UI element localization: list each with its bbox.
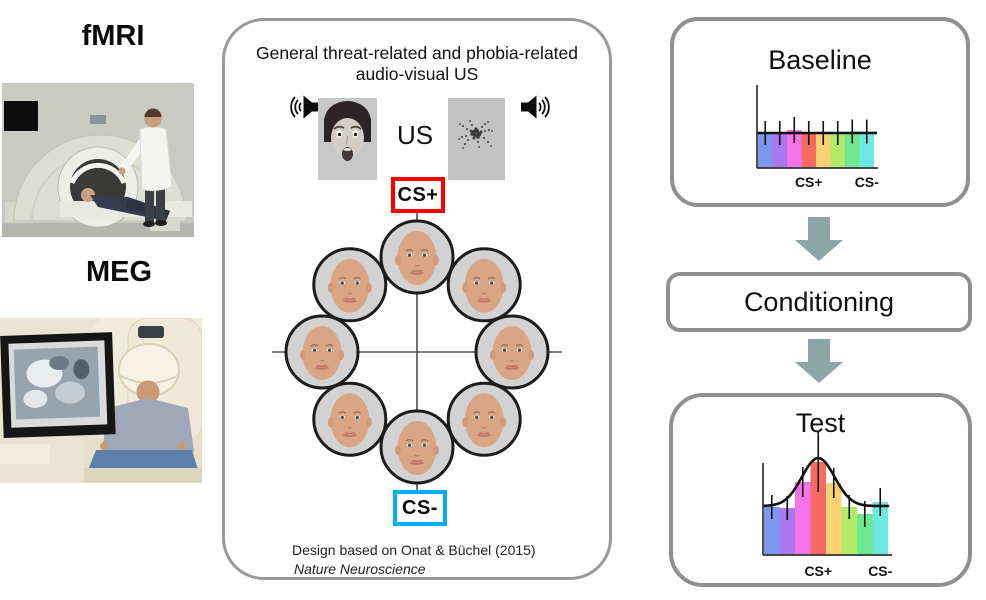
us-label: US	[396, 120, 434, 150]
test-bar-chart: CS+ CS-	[762, 432, 893, 579]
fmri-photo	[2, 83, 194, 237]
svg-text:CS+: CS+	[795, 174, 823, 190]
citation-journal: Nature Neuroscience	[294, 561, 426, 577]
citation-line: Design based on Onat & Büchel (2015)	[292, 542, 536, 558]
svg-text:CS-: CS-	[868, 563, 892, 579]
conditioning-panel: Conditioning	[666, 272, 972, 332]
svg-text:CS+: CS+	[804, 563, 832, 579]
cs-plus-box: CS+	[391, 177, 445, 213]
meg-label: MEG	[85, 256, 153, 288]
experiment-design-panel: General threat-related and phobia-relate…	[222, 18, 612, 580]
arrow-down-icon	[795, 339, 843, 383]
cs-plus-label: CS+	[397, 183, 439, 206]
cs-minus-box: CS-	[393, 490, 447, 526]
test-title: Test	[795, 408, 846, 438]
face-circle-ring	[272, 213, 562, 490]
baseline-title: Baseline	[768, 45, 872, 75]
meg-photo	[0, 318, 202, 483]
panel-title-line2: audio-visual US	[355, 64, 479, 84]
svg-text:CS-: CS-	[855, 174, 879, 190]
panel-title-line1: General threat-related and phobia-relate…	[255, 43, 578, 63]
test-panel: Test CS+ CS-	[669, 393, 972, 587]
baseline-bar-chart: CS+ CS-	[756, 85, 879, 190]
arrow-down-icon	[795, 217, 843, 261]
cs-minus-label: CS-	[402, 496, 438, 519]
speaker-right-icon	[521, 95, 550, 119]
conditioning-title: Conditioning	[743, 287, 895, 317]
us-fearful-face-image	[318, 98, 377, 180]
us-spider-image	[448, 98, 505, 180]
panel-title: General threat-related and phobia-relate…	[225, 43, 609, 85]
fmri-label: fMRI	[81, 20, 145, 52]
speaker-left-icon	[290, 95, 319, 119]
baseline-panel: Baseline CS+ CS-	[670, 17, 970, 207]
